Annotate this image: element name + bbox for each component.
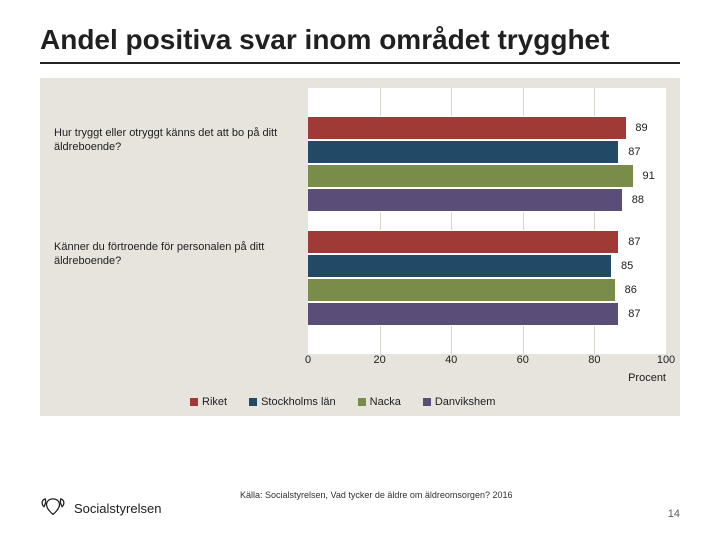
bar: 87 (308, 230, 619, 254)
question-label: Hur tryggt eller otryggt känns det att b… (54, 126, 294, 155)
bar-value: 86 (625, 284, 637, 296)
legend: Riket Stockholms län Nacka Danvikshem (190, 396, 666, 408)
title-underline (40, 62, 680, 64)
legend-label: Riket (202, 396, 227, 408)
axis-tick: 40 (445, 354, 457, 366)
axis-tick: 60 (517, 354, 529, 366)
axis-title: Procent (628, 372, 666, 384)
axis-tick: 20 (373, 354, 385, 366)
bar: 86 (308, 278, 616, 302)
bar-value: 87 (628, 146, 640, 158)
legend-swatch (249, 398, 257, 406)
plot: 8987918887858687 (308, 88, 666, 354)
legend-swatch (423, 398, 431, 406)
bar-value: 87 (628, 308, 640, 320)
question-label: Känner du förtroende för personalen på d… (54, 240, 294, 269)
brand-text: Socialstyrelsen (74, 501, 161, 516)
legend-item: Danvikshem (423, 396, 496, 408)
bar: 91 (308, 164, 634, 188)
legend-swatch (358, 398, 366, 406)
slide-title: Andel positiva svar inom området trygghe… (40, 24, 680, 56)
bar: 85 (308, 254, 612, 278)
legend-label: Nacka (370, 396, 401, 408)
bar-value: 91 (643, 170, 655, 182)
logo-icon (40, 495, 66, 522)
chart-area: 8987918887858687 Hur tryggt eller otrygg… (40, 78, 680, 416)
bar: 87 (308, 302, 619, 326)
bar: 88 (308, 188, 623, 212)
axis-tick: 0 (305, 354, 311, 366)
footer: Socialstyrelsen (40, 495, 161, 522)
source-text: Källa: Socialstyrelsen, Vad tycker de äl… (240, 490, 512, 500)
axis-tick: 80 (588, 354, 600, 366)
axis-tick: 100 (657, 354, 675, 366)
bars-layer: 8987918887858687 (308, 88, 666, 354)
page-number: 14 (668, 508, 680, 520)
legend-label: Danvikshem (435, 396, 496, 408)
bar-value: 88 (632, 194, 644, 206)
legend-item: Stockholms län (249, 396, 336, 408)
bar: 87 (308, 140, 619, 164)
legend-item: Nacka (358, 396, 401, 408)
legend-swatch (190, 398, 198, 406)
bar-value: 85 (621, 260, 633, 272)
bar-value: 87 (628, 236, 640, 248)
slide: Andel positiva svar inom området trygghe… (0, 0, 720, 540)
x-axis: 020406080100 (308, 354, 666, 368)
bar-value: 89 (635, 122, 647, 134)
legend-item: Riket (190, 396, 227, 408)
bar: 89 (308, 116, 627, 140)
legend-label: Stockholms län (261, 396, 336, 408)
